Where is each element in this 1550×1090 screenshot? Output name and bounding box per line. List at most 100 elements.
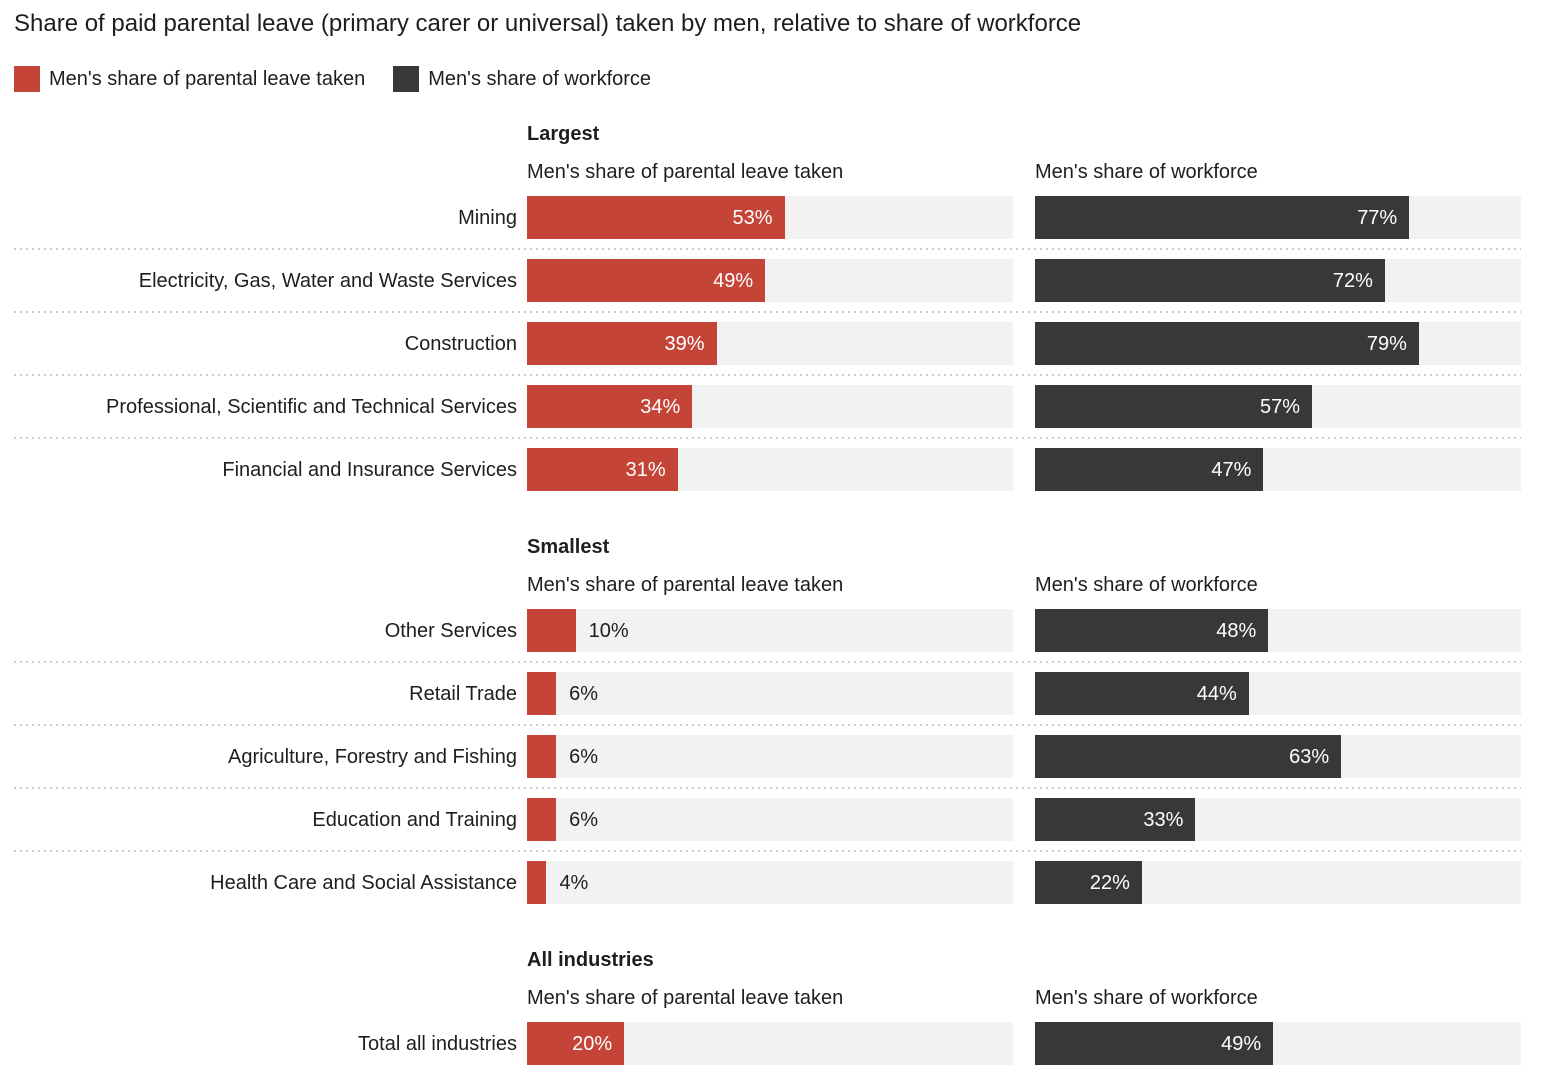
leave-bar: [527, 672, 557, 715]
row-separator: [14, 374, 1521, 376]
workforce-bar: 72%: [1035, 259, 1385, 302]
chart-row: Retail Trade 6% 44%: [14, 672, 1521, 715]
leave-track: 6%: [527, 798, 1013, 841]
section-rows: Total all industries 20% 49%: [14, 1022, 1521, 1065]
section-title: All industries: [527, 949, 654, 971]
row-separator: [14, 724, 1521, 726]
bar-value: 47%: [1211, 458, 1252, 481]
bar-value: 53%: [732, 206, 773, 229]
leave-bar: 34%: [527, 385, 693, 428]
chart-row: Total all industries 20% 49%: [14, 1022, 1521, 1065]
workforce-bar: 44%: [1035, 672, 1249, 715]
leave-bar: 53%: [527, 196, 785, 239]
row-label: Retail Trade: [409, 682, 517, 705]
leave-bar: 20%: [527, 1022, 625, 1065]
legend-item-leave: Men's share of parental leave taken: [14, 66, 365, 92]
row-label: Agriculture, Forestry and Fishing: [227, 745, 517, 768]
leave-track: 4%: [527, 861, 1013, 904]
leave-bar: [527, 609, 576, 652]
bar-value: 57%: [1259, 395, 1301, 418]
bar-value: 31%: [625, 458, 666, 481]
row-label: Electricity, Gas, Water and Waste Servic…: [138, 269, 517, 292]
column-header-leave: Men's share of parental leave taken: [527, 161, 844, 183]
workforce-track: 72%: [1035, 259, 1521, 302]
chart-section: All industries Men's share of parental l…: [14, 948, 1521, 1065]
chart-row: Financial and Insurance Services 31% 47%: [14, 448, 1521, 491]
workforce-bar: 63%: [1035, 735, 1342, 778]
row-label: Other Services: [384, 619, 517, 642]
chart-row: Professional, Scientific and Technical S…: [14, 385, 1521, 428]
leave-track: 39%: [527, 322, 1013, 365]
bar-value: 39%: [664, 332, 705, 355]
row-label: Professional, Scientific and Technical S…: [106, 395, 517, 418]
column-header-leave: Men's share of parental leave taken: [527, 574, 844, 596]
row-label: Health Care and Social Assistance: [210, 871, 517, 894]
workforce-track: 63%: [1035, 735, 1521, 778]
workforce-track: 33%: [1035, 798, 1521, 841]
legend-label-leave: Men's share of parental leave taken: [49, 68, 366, 90]
column-header-spacer: [14, 160, 527, 184]
leave-bar: 31%: [527, 448, 678, 491]
leave-track: 6%: [527, 735, 1013, 778]
bar-value: 6%: [569, 808, 599, 831]
bar-value: 63%: [1289, 745, 1330, 768]
column-headers: Men's share of parental leave taken Men'…: [14, 573, 1521, 597]
bar-value: 44%: [1196, 682, 1237, 705]
workforce-bar: 49%: [1035, 1022, 1274, 1065]
leave-track: 20%: [527, 1022, 1013, 1065]
row-separator: [14, 437, 1521, 439]
column-header-spacer: [14, 986, 527, 1010]
chart-row: Mining 53% 77%: [14, 196, 1521, 239]
column-header-workforce: Men's share of workforce: [1035, 987, 1258, 1009]
bar-value: 72%: [1332, 269, 1373, 292]
bar-value: 6%: [569, 745, 599, 768]
bar-value: 4%: [559, 871, 589, 894]
leave-track: 31%: [527, 448, 1013, 491]
row-label: Construction: [404, 332, 517, 355]
bar-value: 79%: [1366, 332, 1407, 355]
column-header-workforce: Men's share of workforce: [1035, 574, 1258, 596]
workforce-bar: 57%: [1035, 385, 1313, 428]
chart-title: Share of paid parental leave (primary ca…: [14, 10, 1082, 37]
bar-value: 22%: [1089, 871, 1130, 894]
section-rows: Mining 53% 77% Electricity, Gas, Water a…: [14, 196, 1521, 491]
column-headers: Men's share of parental leave taken Men'…: [14, 160, 1521, 184]
chart-section: Largest Men's share of parental leave ta…: [14, 122, 1521, 491]
column-header-workforce: Men's share of workforce: [1035, 161, 1258, 183]
legend-label-workforce: Men's share of workforce: [428, 68, 652, 90]
section-rows: Other Services 10% 48% Retail Trade 6% 4…: [14, 609, 1521, 904]
leave-track: 49%: [527, 259, 1013, 302]
bar-value: 20%: [572, 1032, 613, 1055]
chart-row: Other Services 10% 48%: [14, 609, 1521, 652]
workforce-bar: 33%: [1035, 798, 1196, 841]
bar-value: 34%: [640, 395, 681, 418]
chart-row: Education and Training 6% 33%: [14, 798, 1521, 841]
row-label: Financial and Insurance Services: [222, 458, 517, 481]
chart-legend: Men's share of parental leave taken Men'…: [14, 66, 1521, 92]
bar-value: 48%: [1216, 619, 1257, 642]
row-separator: [14, 661, 1521, 663]
workforce-bar: 79%: [1035, 322, 1419, 365]
workforce-bar: 48%: [1035, 609, 1269, 652]
row-separator: [14, 248, 1521, 250]
row-label: Mining: [458, 206, 517, 229]
workforce-track: 48%: [1035, 609, 1521, 652]
bar-value: 10%: [588, 619, 629, 642]
chart-row: Agriculture, Forestry and Fishing 6% 63%: [14, 735, 1521, 778]
workforce-bar: 77%: [1035, 196, 1410, 239]
leave-bar: [527, 861, 547, 904]
workforce-swatch-icon: [393, 66, 420, 92]
chart-row: Health Care and Social Assistance 4% 22%: [14, 861, 1521, 904]
row-separator: [14, 787, 1521, 789]
column-header-leave: Men's share of parental leave taken: [527, 987, 844, 1009]
chart-sections: Largest Men's share of parental leave ta…: [14, 122, 1521, 1065]
row-separator: [14, 311, 1521, 313]
chart-row: Construction 39% 79%: [14, 322, 1521, 365]
workforce-bar: 22%: [1035, 861, 1142, 904]
leave-track: 10%: [527, 609, 1013, 652]
row-label: Education and Training: [312, 808, 517, 831]
bar-value: 77%: [1357, 206, 1398, 229]
workforce-bar: 47%: [1035, 448, 1264, 491]
leave-track: 34%: [527, 385, 1013, 428]
